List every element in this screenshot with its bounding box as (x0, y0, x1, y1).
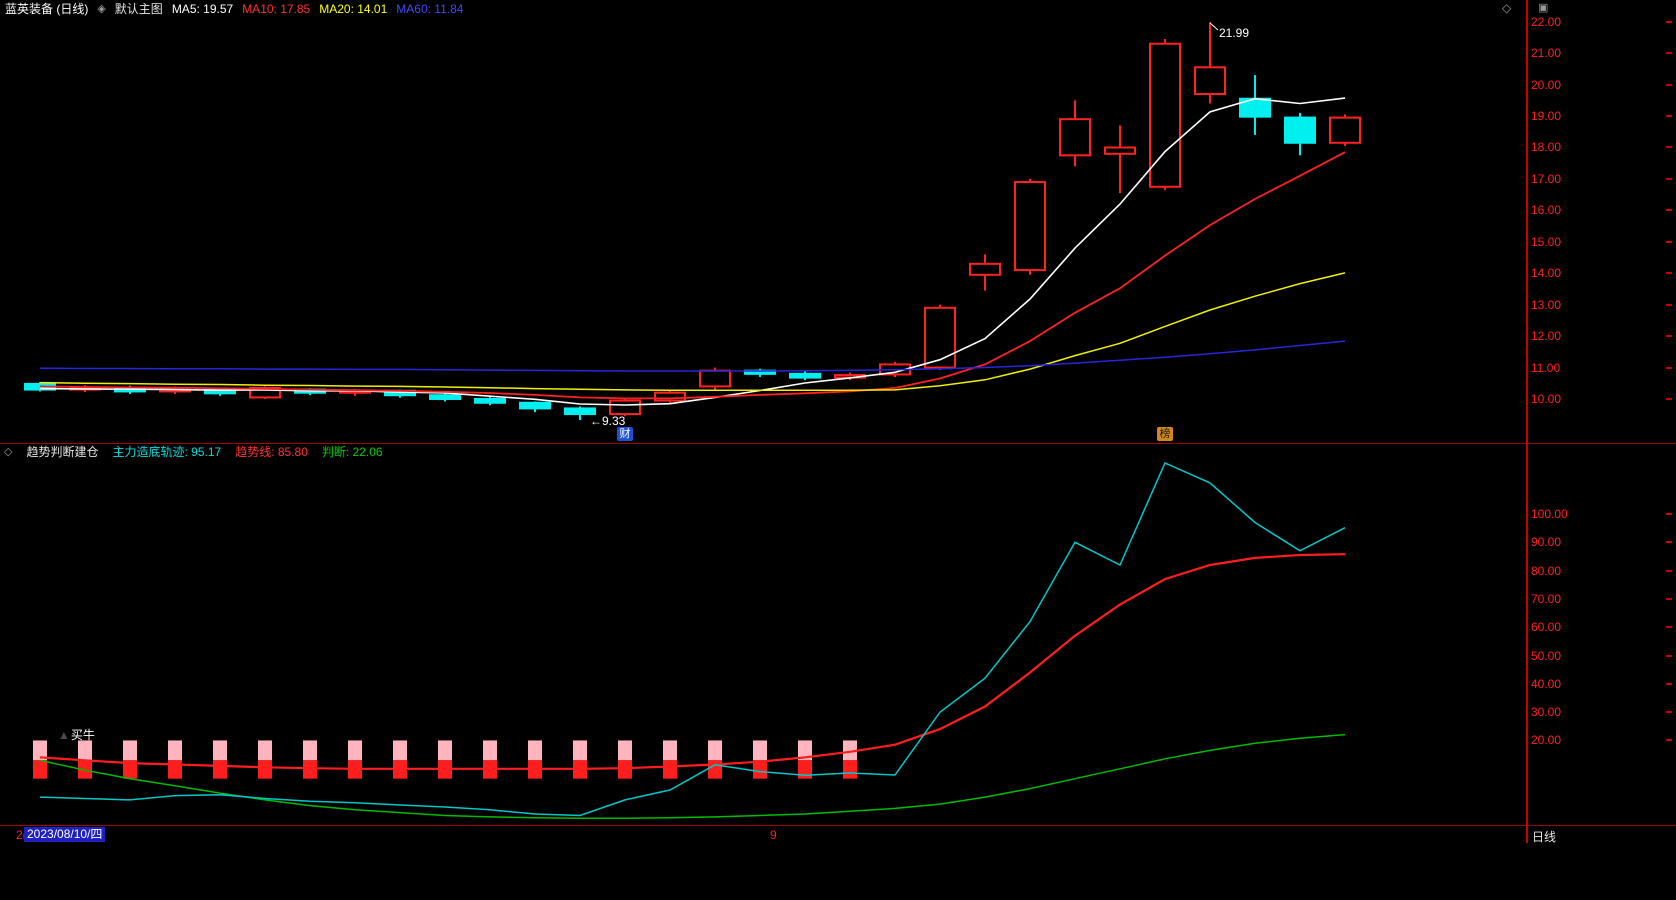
indicator-value-1: 主力造底轨迹: 95.17 (112, 445, 222, 459)
indicator-tick-label: 90.00 (1531, 535, 1672, 549)
ma60-label: MA60: 11.84 (396, 1, 464, 16)
buy-signal-flag: ▲买牛 (58, 726, 95, 743)
price-tick-label: 22.00 (1531, 15, 1672, 29)
ma20-label: MA20: 14.01 (319, 1, 388, 16)
indicator-value-2: 趋势线: 85.80 (235, 445, 308, 459)
price-tick-label: 14.00 (1531, 266, 1672, 280)
indicator-svg (33, 462, 1346, 820)
indicator-tick-label: 60.00 (1531, 620, 1672, 634)
price-tick-label: 13.00 (1531, 298, 1672, 312)
indicator-tick-label: 30.00 (1531, 705, 1672, 719)
price-tick-label: 20.00 (1531, 78, 1672, 92)
collapse-diamond-icon[interactable]: ◇ (4, 446, 13, 458)
indicator-tick-label: 20.00 (1531, 733, 1672, 747)
price-tick-label: 18.00 (1531, 140, 1672, 154)
price-tick-label: 10.00 (1531, 392, 1672, 406)
date-axis-bar: 2( 2023/08/10/四 9 日线 (0, 826, 1676, 844)
price-tick-label: 16.00 (1531, 203, 1672, 217)
signal-label: 买牛 (70, 728, 95, 742)
indicator-value-3: 判断: 22.06 (321, 445, 383, 459)
main-candlestick-chart[interactable]: 21.99 ←9.33 财 榜 (0, 17, 1526, 443)
indicator-tick-label: 70.00 (1531, 592, 1672, 606)
event-badge[interactable]: 财 (617, 427, 633, 441)
price-tick-label: 11.00 (1531, 361, 1672, 375)
footer-divider (0, 825, 1676, 826)
period-label: 日线 (1532, 830, 1557, 844)
panel-divider (0, 443, 1676, 444)
price-axis: 22.00 21.00 20.00 19.00 18.00 17.00 16.00 15.00… (1528, 0, 1676, 843)
indicator-title[interactable]: 趋势判断建仓 (26, 445, 99, 459)
price-tick-label: 15.00 (1531, 235, 1672, 249)
indicator-tick-label: 50.00 (1531, 649, 1672, 663)
ma5-label: MA5: 19.57 (171, 1, 234, 16)
event-badge[interactable]: 榜 (1157, 427, 1173, 441)
axis-date-tick: 9 (770, 828, 777, 842)
main-chart-header: 蓝英装备 (日线) ◈ 默认主图 MA5: 19.57 MA10: 17.85 … (0, 0, 1526, 17)
low-price-annotation: ←9.33 (590, 414, 626, 429)
indicator-tick-label: 80.00 (1531, 564, 1672, 578)
high-price-annotation: 21.99 (1219, 26, 1250, 41)
price-tick-label: 19.00 (1531, 109, 1672, 123)
indicator-chart[interactable]: ▲买牛 (0, 459, 1526, 825)
indicator-header: ◇ 趋势判断建仓 主力造底轨迹: 95.17 趋势线: 85.80 判断: 22… (0, 444, 1526, 459)
indicator-tick-label: 100.00 (1531, 507, 1672, 521)
ma10-label: MA10: 17.85 (242, 1, 311, 16)
indicator-tick-label: 40.00 (1531, 677, 1672, 691)
price-tick-label: 17.00 (1531, 172, 1672, 186)
price-axis-line (1526, 0, 1528, 843)
diamond-icon[interactable]: ◇ (1502, 1, 1512, 15)
layout-diamond-icon[interactable]: ◈ (97, 3, 106, 15)
price-tick-label: 12.00 (1531, 329, 1672, 343)
price-tick-label: 21.00 (1531, 46, 1672, 60)
split-window-icon[interactable]: ▣ (1538, 2, 1549, 14)
layout-label[interactable]: 默认主图 (114, 2, 163, 16)
axis-date-partial: 2( (16, 828, 27, 842)
selected-date-readout: 2023/08/10/四 (24, 827, 106, 842)
stock-title: 蓝英装备 (日线) (5, 2, 89, 16)
candlestick-svg (24, 22, 1361, 421)
signal-triangle-icon: ▲ (58, 728, 70, 742)
